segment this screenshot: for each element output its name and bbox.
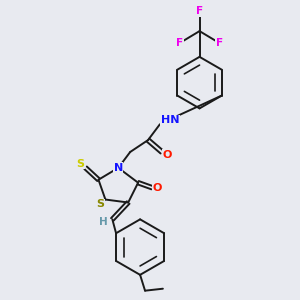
Text: F: F (196, 6, 203, 16)
Text: HN: HN (160, 115, 179, 125)
Text: O: O (162, 150, 172, 160)
Text: H: H (99, 217, 108, 227)
Text: F: F (216, 38, 223, 48)
Text: N: N (114, 163, 123, 173)
Text: S: S (97, 200, 104, 209)
Text: S: S (76, 159, 85, 169)
Text: F: F (176, 38, 183, 48)
Text: O: O (152, 183, 162, 193)
